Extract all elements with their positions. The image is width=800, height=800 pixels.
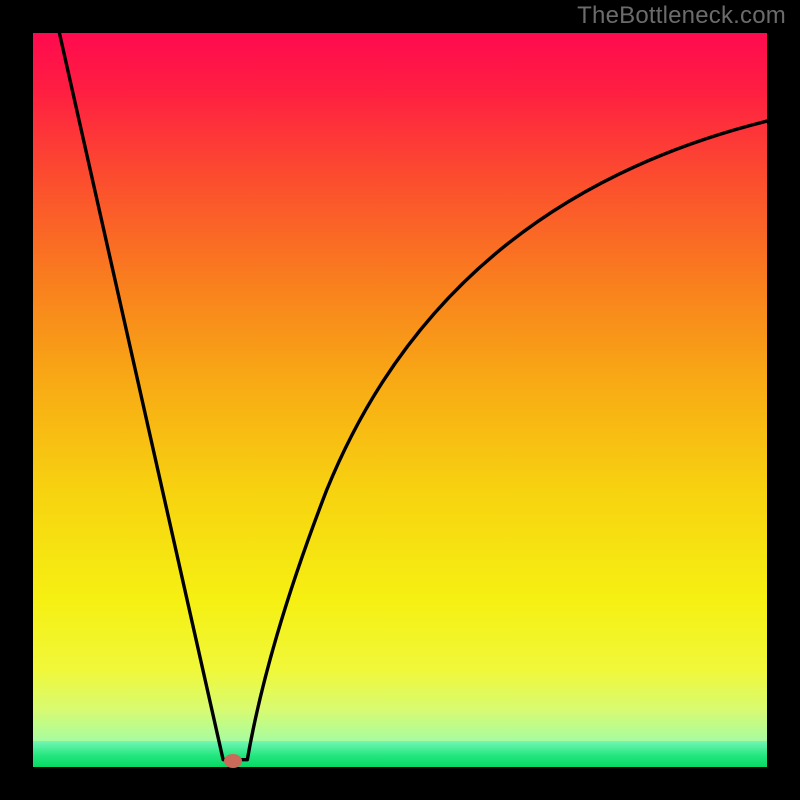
watermark-label: TheBottleneck.com	[577, 2, 786, 30]
chart-canvas: TheBottleneck.com	[0, 0, 800, 800]
operating-point-marker	[224, 754, 242, 768]
plot-area	[33, 33, 767, 767]
curve-path	[59, 33, 767, 760]
bottleneck-curve	[33, 33, 767, 767]
